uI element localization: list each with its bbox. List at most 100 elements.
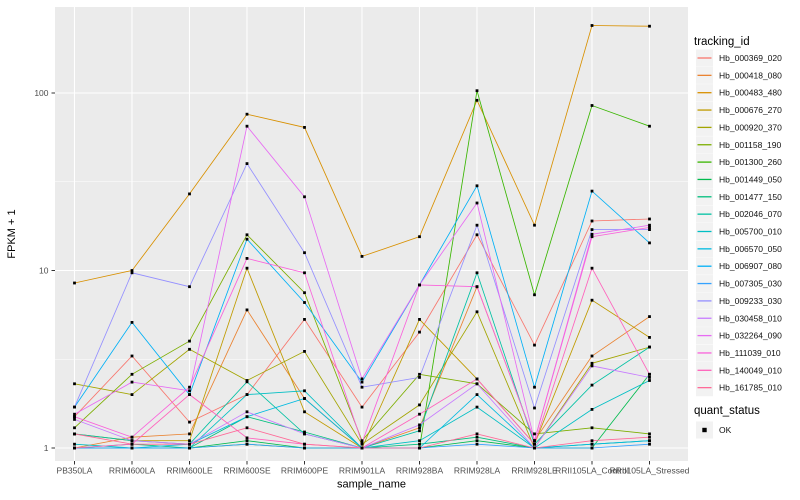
legend-item-Hb_007305_030: Hb_007305_030 [696, 275, 782, 293]
legend-item-label: Hb_009233_030 [719, 296, 782, 306]
data-point [130, 446, 134, 450]
data-point [360, 446, 364, 450]
data-point [130, 439, 134, 443]
legend-item-Hb_030458_010: Hb_030458_010 [696, 309, 782, 327]
data-point [648, 124, 651, 128]
x-tick-label: RRII105LA_Control [555, 466, 629, 476]
data-point [590, 189, 594, 193]
legend-item-label: Hb_006570_050 [719, 244, 782, 254]
data-point [590, 361, 594, 365]
data-point [188, 439, 191, 443]
legend-item-label: Hb_032264_090 [719, 331, 782, 341]
x-tick-label: RRIM901LA [339, 466, 386, 476]
legend-item-label: Hb_030458_010 [719, 313, 782, 323]
legend-item-Hb_009233_030: Hb_009233_030 [696, 292, 782, 310]
legend-item-label: Hb_140049_010 [719, 365, 782, 375]
legend-item-Hb_006570_050: Hb_006570_050 [696, 240, 782, 258]
legend-item-label: Hb_005700_010 [719, 227, 782, 237]
legend-item-Hb_005700_010: Hb_005700_010 [696, 223, 782, 240]
data-point [648, 345, 651, 349]
legend-item-label: Hb_002046_070 [719, 209, 782, 219]
data-point [533, 293, 536, 297]
x-tick-label: RRIM928LA [454, 466, 501, 476]
data-point [130, 269, 134, 272]
data-point [360, 380, 364, 384]
data-point [590, 219, 594, 223]
data-point [648, 376, 651, 379]
data-point [245, 233, 249, 237]
legend-item-Hb_000920_370: Hb_000920_370 [696, 118, 782, 136]
data-point [188, 285, 191, 289]
data-point [303, 271, 306, 275]
data-point [73, 432, 76, 436]
data-point [475, 442, 479, 446]
data-point [590, 383, 594, 387]
data-point [130, 271, 134, 275]
data-point [475, 184, 479, 188]
data-point [475, 271, 479, 275]
legend-item-label: Hb_007305_030 [719, 279, 782, 289]
data-point [475, 377, 479, 381]
data-point [303, 350, 306, 353]
data-point [188, 432, 191, 436]
data-point [648, 241, 651, 245]
data-point [130, 372, 134, 376]
data-point [245, 308, 249, 312]
data-point [130, 435, 134, 439]
data-point [590, 364, 594, 368]
x-tick-label: RRII105LA_Stressed [610, 466, 690, 476]
legend-item-label: Hb_001477_150 [719, 192, 782, 202]
data-point [475, 285, 479, 289]
x-tick-label: RRIM600PE [281, 466, 329, 476]
data-point [303, 251, 306, 255]
y-axis-title: FPKM + 1 [6, 209, 18, 258]
data-point [533, 223, 536, 227]
legend-item-Hb_000483_480: Hb_000483_480 [696, 84, 782, 102]
data-point [648, 223, 651, 227]
legend-item-Hb_000418_080: Hb_000418_080 [696, 66, 782, 84]
data-point [475, 382, 479, 386]
data-point [73, 405, 76, 409]
data-point [73, 412, 76, 416]
data-point [188, 446, 191, 450]
x-axis-title: sample_name [337, 479, 406, 491]
x-tick-label: RRIM600LA [109, 466, 156, 476]
data-point [73, 415, 76, 419]
x-tick-label: RRIM600LE [166, 466, 213, 476]
legend-item-Hb_111039_010: Hb_111039_010 [696, 344, 781, 362]
legend-title-quant-status: quant_status [694, 405, 760, 417]
data-point [188, 385, 191, 389]
data-point [475, 435, 479, 439]
x-tick-label: RRIM600SE [223, 466, 271, 476]
legend-item-label: Hb_111039_010 [719, 348, 781, 358]
data-point [418, 446, 421, 450]
data-point [303, 430, 306, 434]
data-point [418, 376, 421, 379]
data-point [648, 435, 651, 439]
legend-item-Hb_032264_090: Hb_032264_090 [696, 327, 782, 345]
data-point [303, 301, 306, 304]
data-point [648, 336, 651, 339]
data-point [590, 442, 594, 446]
data-point [418, 442, 421, 446]
data-point [533, 385, 536, 389]
data-point [418, 403, 421, 407]
data-point [130, 442, 134, 446]
data-point [188, 347, 191, 351]
data-point [590, 298, 594, 302]
data-point [245, 124, 249, 128]
data-point [418, 439, 421, 443]
data-point [245, 439, 249, 443]
data-point [130, 393, 134, 396]
data-point [475, 310, 479, 314]
data-point [360, 377, 364, 381]
data-point [590, 354, 594, 358]
legend-item-label: Hb_001300_260 [719, 157, 782, 167]
legend-item-quant-OK: OK [696, 421, 732, 439]
data-point [533, 343, 536, 347]
legend-item-Hb_001477_150: Hb_001477_150 [696, 188, 782, 206]
data-point [303, 397, 306, 400]
data-point [533, 442, 536, 446]
x-tick-label: PB350LA [57, 466, 93, 476]
data-point [533, 439, 536, 443]
